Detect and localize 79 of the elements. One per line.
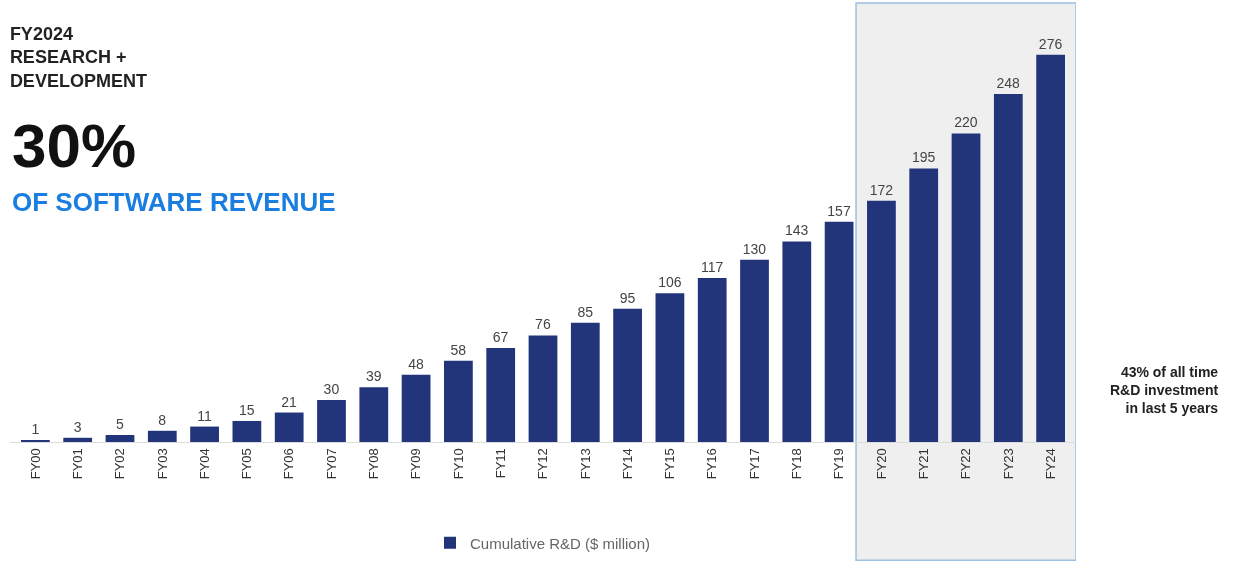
data-label: 143 <box>785 222 809 239</box>
x-tick-label: FY13 <box>577 448 593 480</box>
x-tick-label: FY03 <box>154 448 170 480</box>
x-tick-label: FY12 <box>535 448 551 480</box>
x-tick-label: FY17 <box>746 448 762 480</box>
bar <box>190 426 219 442</box>
bar <box>401 374 431 442</box>
legend-label: Cumulative R&D ($ million) <box>470 534 651 552</box>
bar <box>1036 54 1065 442</box>
data-label: 48 <box>408 355 424 372</box>
x-tick-label: FY20 <box>873 448 889 480</box>
bar <box>993 94 1023 442</box>
data-label: 21 <box>281 393 298 410</box>
data-label: 58 <box>450 341 467 358</box>
data-label: 195 <box>911 149 936 166</box>
data-label: 8 <box>158 411 167 428</box>
x-tick-label: FY09 <box>408 448 424 480</box>
x-tick-label: FY02 <box>112 448 128 480</box>
bar <box>909 168 939 442</box>
data-label: 157 <box>827 202 851 219</box>
x-tick-label: FY01 <box>69 448 85 480</box>
bar <box>147 430 177 442</box>
x-tick-label: FY11 <box>492 448 508 479</box>
text: 30% <box>12 111 137 180</box>
x-tick-label: FY08 <box>366 448 382 480</box>
x-tick-label: FY16 <box>704 448 720 480</box>
x-tick-label: FY05 <box>239 448 255 480</box>
data-label: 106 <box>658 274 682 291</box>
x-tick-label: FY19 <box>831 448 847 480</box>
data-label: 11 <box>197 407 212 424</box>
annotation: OF SOFTWARE REVENUE <box>12 187 336 217</box>
data-label: 76 <box>535 316 551 333</box>
x-tick-label: FY22 <box>958 448 974 480</box>
x-tick-label: FY23 <box>1000 448 1016 480</box>
data-label: 15 <box>239 401 255 418</box>
x-tick-label: FY15 <box>662 448 678 480</box>
x-tick-label: FY24 <box>1042 448 1058 480</box>
data-label: 172 <box>869 181 894 198</box>
data-label: 1 <box>31 421 40 437</box>
bar <box>782 241 812 442</box>
bar <box>613 308 642 442</box>
data-label: 5 <box>115 415 124 432</box>
data-label: 95 <box>619 289 636 306</box>
x-tick-label: FY21 <box>915 448 931 480</box>
data-label: 67 <box>492 329 509 346</box>
data-label: 220 <box>954 114 978 131</box>
bar <box>697 277 727 442</box>
bar <box>528 335 558 442</box>
data-label: 248 <box>996 75 1021 92</box>
data-label: 117 <box>700 258 724 275</box>
bar <box>824 221 854 442</box>
x-tick-label: FY10 <box>450 448 466 480</box>
data-label: 130 <box>742 240 767 257</box>
bar <box>486 348 516 442</box>
bar <box>274 412 304 442</box>
bar <box>105 434 135 442</box>
text: 43% of all time R&D investment in last 5 years <box>1110 364 1219 417</box>
data-label: 276 <box>1038 35 1063 52</box>
data-label: 3 <box>73 418 82 435</box>
x-tick-label: FY18 <box>789 448 805 480</box>
bar <box>740 259 769 442</box>
bar <box>444 360 473 442</box>
data-label: 39 <box>365 368 382 385</box>
chart-title: FY2024 RESEARCH + DEVELOPMENT <box>9 23 147 91</box>
x-tick-label: FY06 <box>281 448 297 480</box>
bar <box>317 399 346 442</box>
x-tick-label: FY00 <box>27 448 43 480</box>
x-tick-label: FY04 <box>196 448 212 480</box>
bar <box>359 387 389 442</box>
bar <box>951 133 981 442</box>
data-label: 30 <box>323 380 340 397</box>
data-label: 85 <box>577 303 594 320</box>
bar <box>867 200 896 442</box>
x-tick-label: FY14 <box>619 448 635 480</box>
bar <box>232 420 262 442</box>
bar <box>655 293 685 442</box>
x-tick-label: FY07 <box>323 448 339 480</box>
bar <box>63 437 93 442</box>
bar <box>570 322 600 442</box>
